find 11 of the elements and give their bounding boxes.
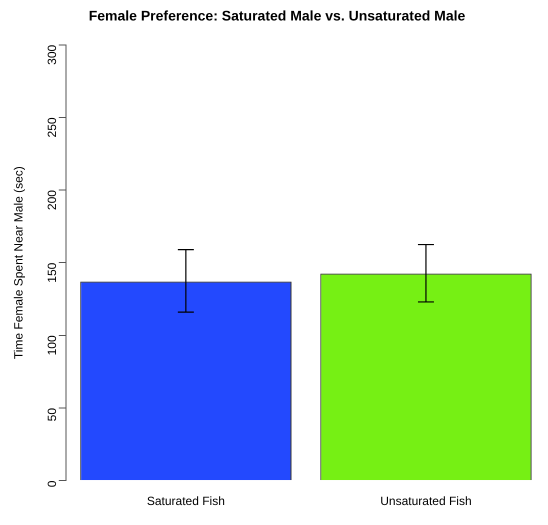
chart-title: Female Preference: Saturated Male vs. Unsaturated Male [88,7,466,24]
y-tick-label: 300 [45,44,60,65]
x-tick-label: Unsaturated Fish [380,494,472,508]
x-tick-label: Saturated Fish [146,494,225,508]
y-tick-label: 50 [45,408,60,422]
y-tick-label: 200 [45,190,60,210]
y-tick-label: 0 [45,480,60,488]
y-tick-label: 250 [45,117,60,138]
y-tick-label: 150 [45,262,60,283]
y-axis-title: Time Female Spent Near Male (sec) [12,166,26,360]
y-tick-label: 100 [45,335,60,356]
